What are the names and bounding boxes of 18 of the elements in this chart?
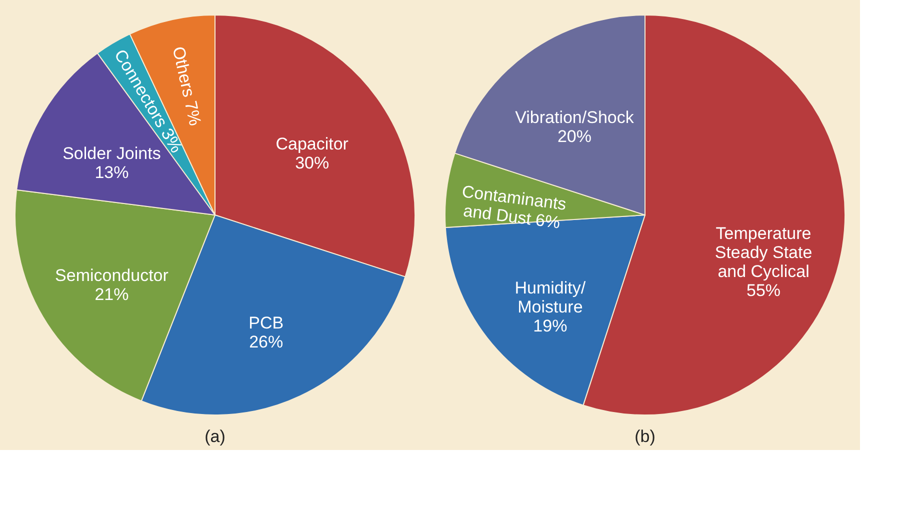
text: (b): [634, 427, 656, 446]
text: (a): [204, 427, 226, 446]
slice-label: Vibration/Shock: [515, 108, 634, 127]
slice-label: Solder Joints: [62, 144, 161, 163]
data-label: 26%: [249, 332, 284, 352]
slice-label: Temperature Steady State and Cyclical: [714, 224, 812, 281]
slice-label: Humidity/ Moisture: [514, 278, 586, 317]
slice-label: PCB: [248, 314, 284, 333]
slice-label: Capacitor: [276, 134, 349, 154]
data-label: 30%: [295, 153, 330, 172]
slice-label: Semiconductor: [55, 266, 169, 286]
data-label: 20%: [557, 126, 592, 146]
slice-label: Contaminants and Dust 6%: [460, 182, 568, 232]
data-label: 13%: [94, 162, 129, 182]
data-label: 19%: [533, 316, 568, 336]
data-label: 55%: [746, 280, 781, 300]
data-label: 21%: [94, 285, 129, 304]
slice-label: Others 7%: [168, 44, 205, 128]
